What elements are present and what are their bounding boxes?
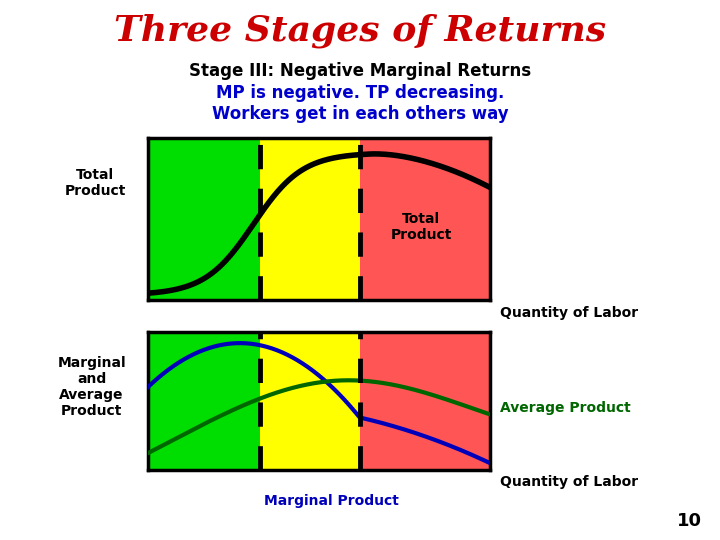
Text: MP is negative. TP decreasing.: MP is negative. TP decreasing. [216, 84, 504, 102]
Text: Three Stages of Returns: Three Stages of Returns [114, 14, 606, 48]
Bar [261, 332, 360, 470]
Text: Total
Product: Total Product [390, 212, 452, 242]
Bar [148, 138, 261, 300]
Bar [360, 332, 490, 470]
Text: Quantity of Labor: Quantity of Labor [500, 306, 639, 320]
Text: Workers get in each others way: Workers get in each others way [212, 105, 508, 123]
Text: Average Product: Average Product [500, 401, 631, 415]
Text: Stage III: Negative Marginal Returns: Stage III: Negative Marginal Returns [189, 62, 531, 80]
Text: Marginal Product: Marginal Product [264, 494, 399, 508]
Bar [148, 332, 261, 470]
Text: 10: 10 [677, 512, 702, 530]
Text: Quantity of Labor: Quantity of Labor [500, 475, 639, 489]
Text: Marginal
and
Average
Product: Marginal and Average Product [58, 356, 126, 418]
Bar [261, 138, 360, 300]
Bar [360, 138, 490, 300]
Text: Total
Product: Total Product [65, 168, 126, 198]
